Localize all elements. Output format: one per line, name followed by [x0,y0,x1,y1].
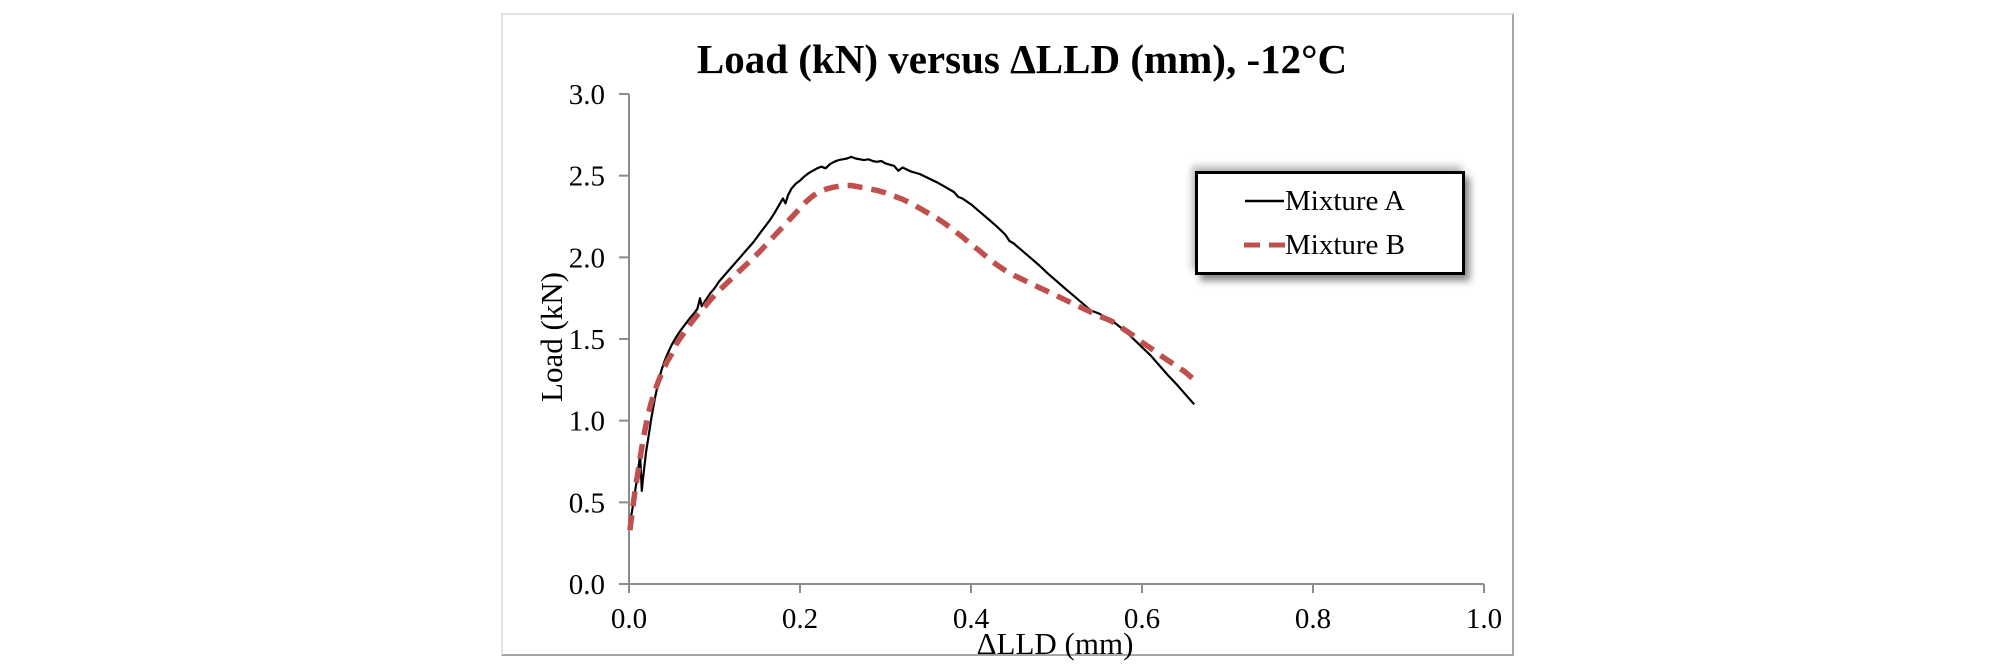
x-tick-label: 0.2 [782,603,818,635]
y-tick-label: 0.0 [569,569,605,601]
y-tick-label: 1.5 [569,324,605,356]
series-line-mixture-b [627,182,1195,531]
y-tick-label: 0.5 [569,487,605,519]
y-tick-label: 1.0 [569,406,605,438]
plot-area: 0.0 0.5 1.0 1.5 2.0 2.5 3.0 0.0 0.2 0.4 0.6 0.8 1.0 [569,79,1502,635]
x-tick-label: 0.0 [611,603,647,635]
series-line-mixture-a [629,155,1196,519]
y-tick-label: 2.5 [569,161,605,193]
legend: Mixture A Mixture B [1195,171,1465,275]
mixture-a-line-sample [1245,199,1284,203]
x-tick-label: 1.0 [1466,603,1502,635]
y-tick-label: 2.0 [569,242,605,274]
y-tick-label: 3.0 [569,79,605,111]
legend-label-mixture-b: Mixture B [1285,228,1406,261]
x-axis-title: ΔLLD (mm) [976,626,1134,661]
x-tick-label: 0.8 [1295,603,1331,635]
chart-title: Load (kN) versus ΔLLD (mm), -12°C [696,36,1348,82]
chart-frame: Load (kN) versus ΔLLD (mm), -12°C Load (… [501,13,1514,661]
x-tick-label: 0.4 [953,603,990,635]
x-tick-label: 0.6 [1124,603,1160,635]
legend-label-mixture-a: Mixture A [1285,184,1406,217]
mixture-b-line-sample [1244,242,1285,248]
legend-item-mixture-b: Mixture B [1244,229,1462,262]
legend-item-mixture-a: Mixture A [1244,185,1462,218]
